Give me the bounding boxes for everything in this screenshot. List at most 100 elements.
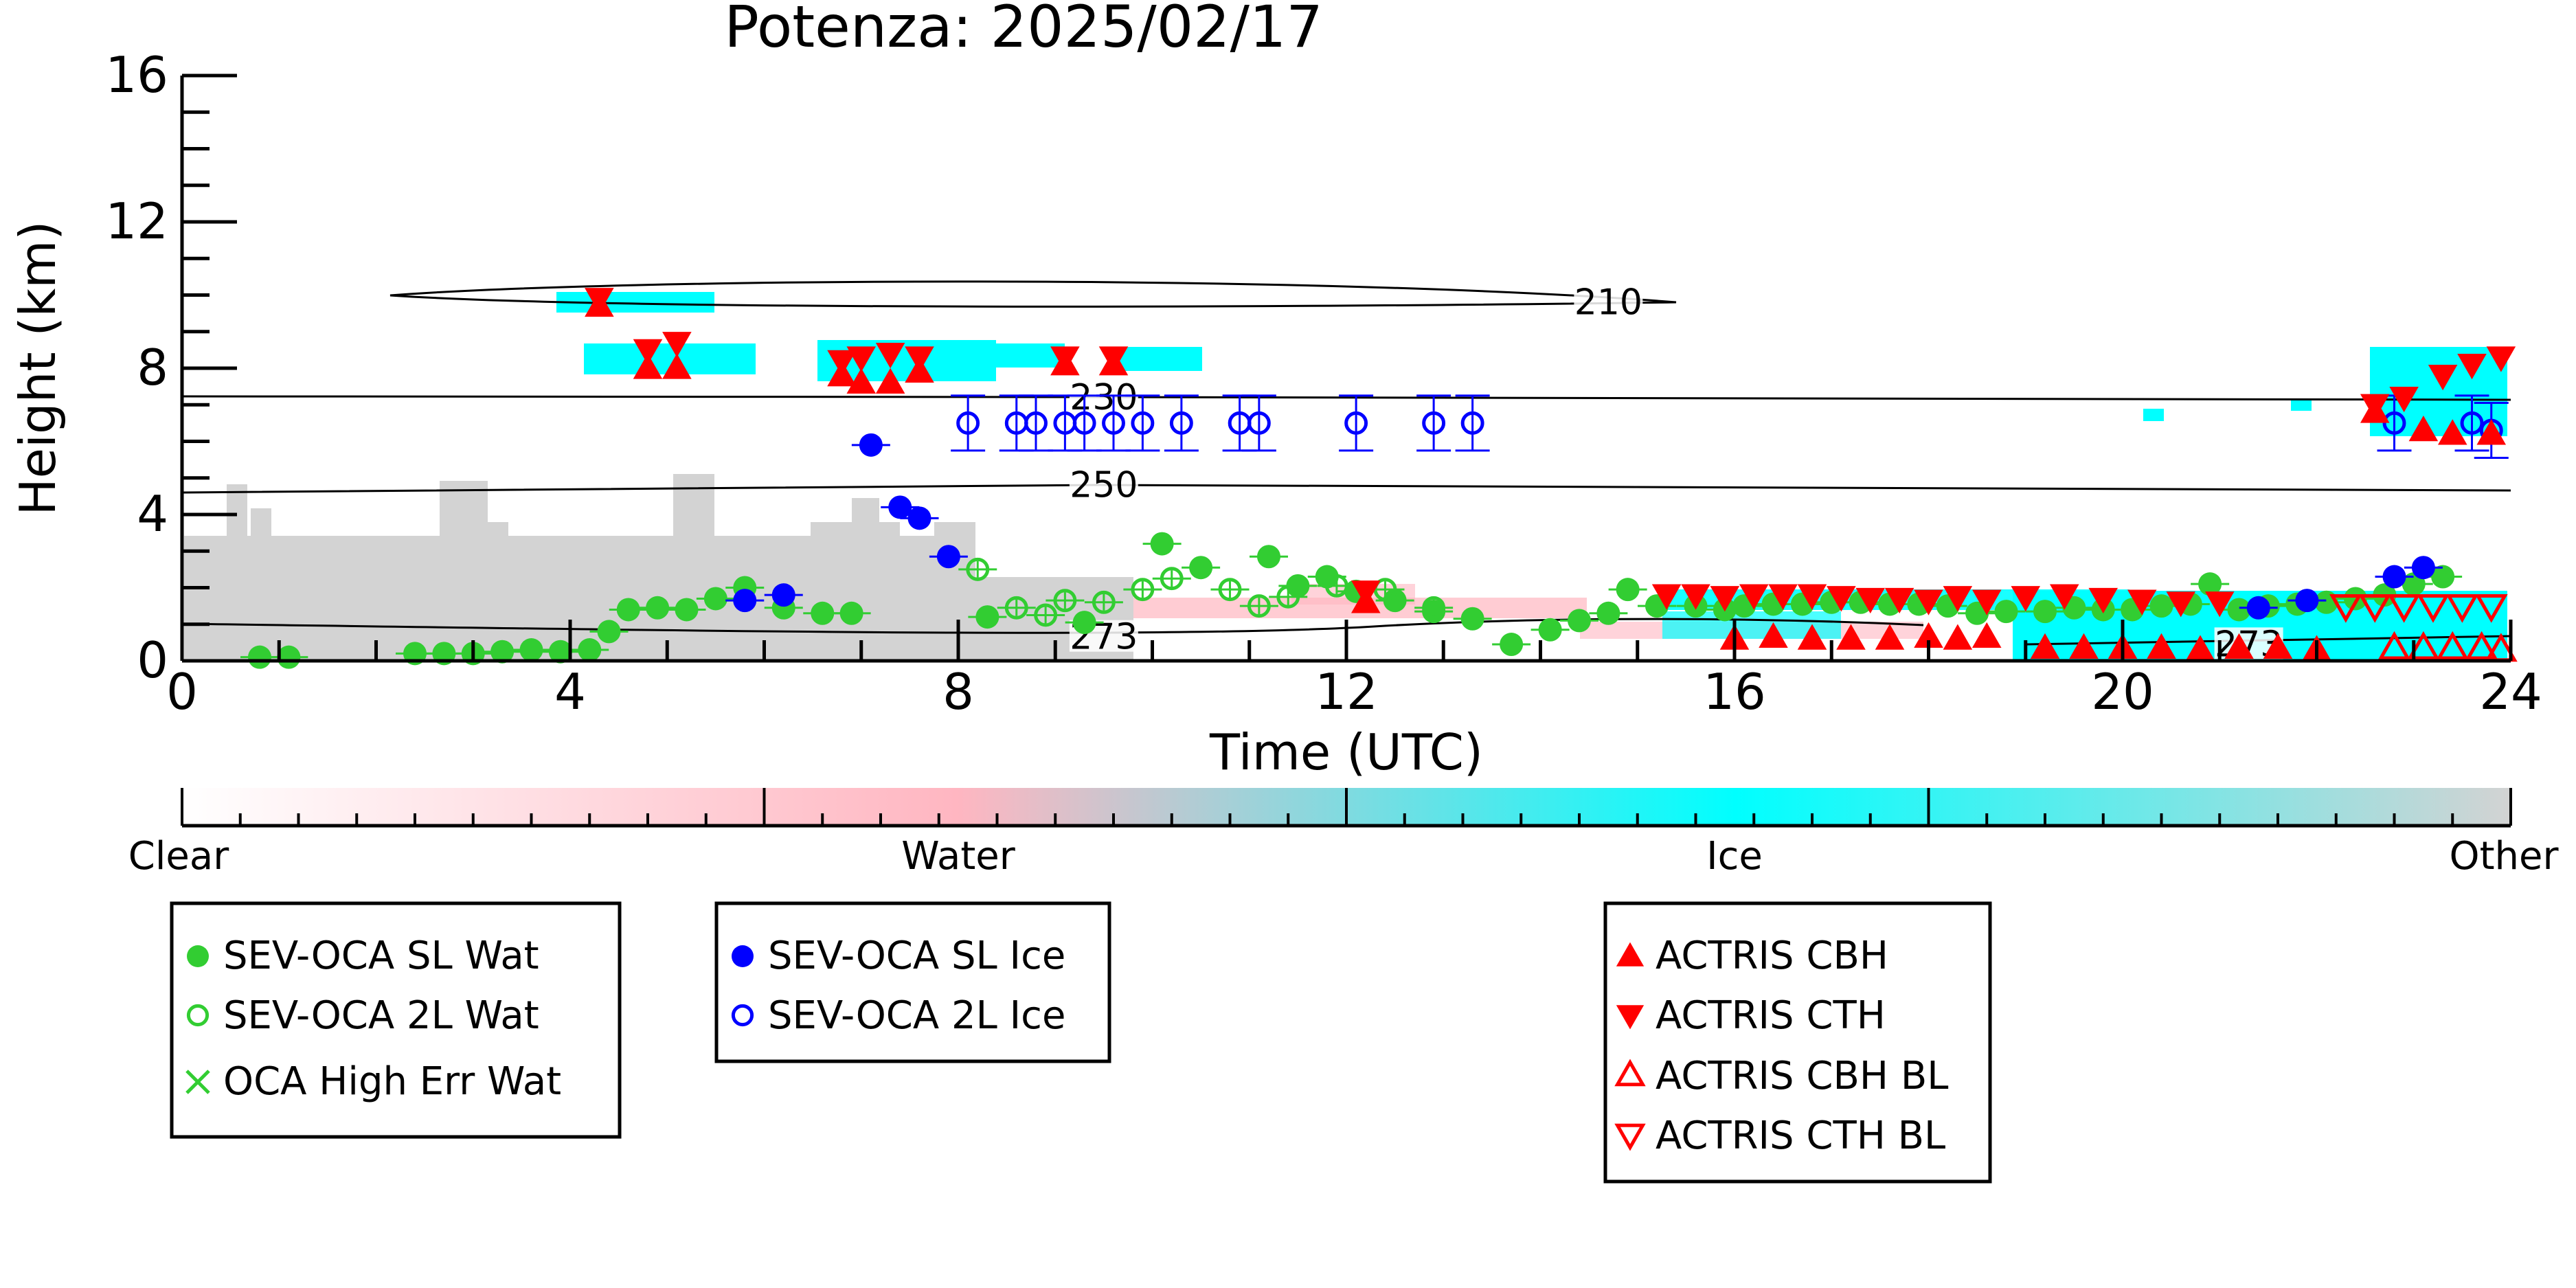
data-point [733,589,757,613]
data-point [1460,411,1484,435]
error-bar [958,561,997,578]
legend-marker [1614,1123,1646,1151]
data-point [1315,565,1339,589]
legend-sev-ice: SEV-OCA SL Ice SEV-OCA 2L Ice [714,901,1111,1063]
legend-label: ACTRIS CTH BL [1656,1114,1945,1158]
legend-marker [732,945,754,967]
series-4 [951,394,2509,460]
contour-label-bg [1069,468,1138,500]
data-point [1616,578,1640,602]
error-bar [1210,581,1250,598]
data-point [1875,624,1905,650]
data-point [936,545,960,569]
data-point [1247,411,1271,435]
data-point [2204,591,2235,618]
data-point [771,583,795,607]
data-point [1500,633,1524,657]
data-point [1131,411,1155,435]
error-bar [1125,394,1160,452]
y-tick-label: 8 [137,339,168,396]
legend-label: ACTRIS CBH BL [1656,1054,1948,1098]
data-point [846,368,877,394]
data-point [2329,594,2362,623]
data-point [905,346,934,372]
data-point [1034,603,1058,627]
error-bar [1164,394,1199,452]
data-point [2465,631,2498,660]
data-point [1257,545,1280,569]
data-point [907,506,931,530]
error-bar [1046,592,1085,609]
error-bar [1339,394,1374,452]
data-point [2389,386,2419,413]
data-point [2408,415,2439,442]
legend-box-sev-ice [714,901,1111,1063]
contour-label: 230 [1070,377,1138,418]
data-point [859,433,883,457]
data-point [1884,587,1914,614]
error-bar [1123,581,1162,598]
x-axis-label: Time (UTC) [1209,723,1483,781]
y-axis-ticks: 0 4 8 12 16 [105,46,237,689]
data-point [1247,594,1271,618]
data-point [2049,584,2079,610]
data-point [585,288,614,314]
error-bar [1019,394,1053,452]
data-point [1050,346,1080,372]
error-bar [1096,394,1131,452]
legend-box-sev-wat [170,901,622,1139]
data-point [1759,622,1788,648]
data-point [811,601,835,625]
error-bar [2454,394,2489,452]
data-point [633,339,663,365]
x-tick-label: 16 [1703,663,1766,721]
data-point [675,598,699,622]
data-point [1324,574,1348,598]
data-point [662,353,692,379]
legend-label: OCA High Err Wat [223,1059,561,1104]
error-bar [1416,394,1451,452]
legend-entry [1614,1123,1646,1151]
data-point [839,601,863,625]
series-6 [585,288,2516,618]
data-point [2431,565,2455,589]
data-point [2382,565,2406,589]
contour-line-210 [389,280,1677,308]
error-bar [1084,594,1123,611]
data-point [2246,596,2270,620]
legend-entry [187,945,209,967]
data-point [2417,594,2450,623]
legend-marker [1616,942,1645,967]
y-tick-label: 4 [137,485,168,543]
legend-label: ACTRIS CTH [1656,993,1886,1038]
data-point [966,557,990,581]
data-point [2069,633,2099,659]
data-point [1169,411,1193,435]
contour-label-bg [1574,285,1643,317]
data-point [2030,633,2060,659]
data-point [1971,622,2002,648]
legend-entry [1616,942,1645,967]
data-point [1004,596,1028,620]
data-markers [240,288,2518,669]
colorbar-label-other: Other [2449,834,2559,879]
error-bar [1241,394,1276,452]
colorbar-label-ice: Ice [1706,834,1763,879]
data-point [1102,411,1125,435]
data-point [2411,556,2435,580]
data-point [2360,394,2390,420]
x-tick-label: 4 [554,663,586,721]
data-point [1072,611,1096,635]
legend-sev-wat: SEV-OCA SL Wat SEV-OCA 2L Wat OCA High E… [170,901,622,1139]
data-point [2295,589,2319,613]
legend-label: ACTRIS CBH [1656,934,1888,978]
data-point [578,638,602,662]
legend-entry [731,1004,754,1027]
data-point [548,640,572,664]
data-point [846,346,877,372]
data-point [1344,411,1368,435]
legend-label: SEV-OCA SL Wat [223,934,539,978]
data-point [2198,572,2222,596]
series-8 [2329,594,2508,623]
legend-entry [186,1004,210,1027]
